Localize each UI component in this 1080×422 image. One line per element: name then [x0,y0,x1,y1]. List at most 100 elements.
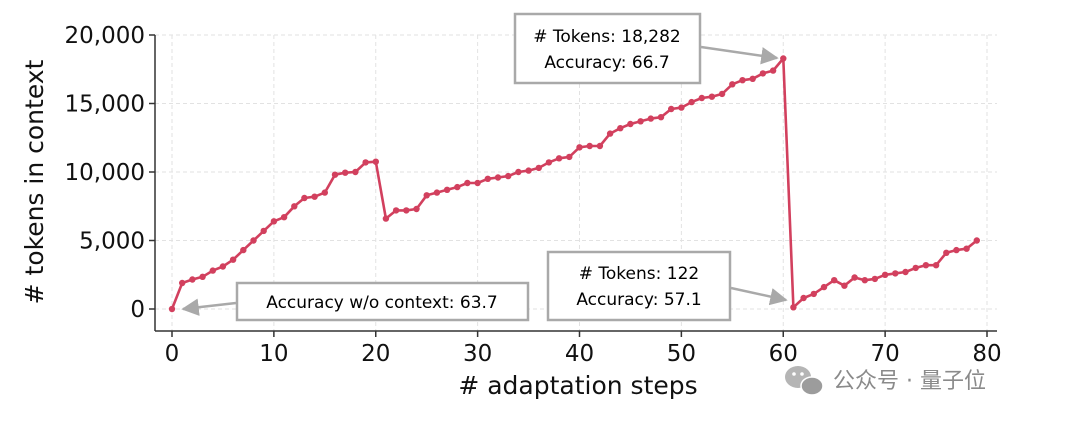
data-point [372,158,379,165]
annotation-box [513,12,702,85]
data-point [179,279,186,287]
data-point [382,215,390,222]
data-point [708,93,716,100]
y-tick-label: 20,000 [65,23,145,49]
data-point [943,249,950,256]
data-point [555,155,563,162]
data-point [647,115,654,122]
data-point [291,203,298,210]
axes [154,35,997,332]
data-point [311,193,318,200]
data-point [596,142,604,150]
data-point [871,275,879,283]
x-tick-label: 50 [667,341,696,367]
data-point [718,90,726,98]
annotation-box [546,250,732,322]
data-point [189,276,196,283]
data-point [209,267,216,274]
y-tick-label: 0 [130,297,145,323]
wechat-icon [785,366,824,396]
data-point [505,172,512,180]
data-point [678,104,685,111]
x-tick-label: 10 [259,341,288,367]
data-point [250,237,257,244]
data-point [454,183,461,191]
annotation-arrow [730,286,788,306]
data-point [535,164,542,172]
data-point [668,105,675,113]
y-tick-label: 5,000 [79,229,145,255]
data-point [759,70,767,77]
data-point [820,283,828,291]
data-point [331,171,339,178]
data-point [199,273,206,280]
data-point [841,282,848,289]
annotation-accuracy-text: Accuracy: 57.1 [576,290,701,310]
annotation-tokens-text: # Tokens: 18,282 [533,27,681,47]
x-tick-label: 70 [870,341,899,367]
data-point [627,120,634,128]
data-point [953,246,960,254]
data-point [963,245,970,252]
data-point [688,98,695,106]
data-point [576,144,583,151]
data-point [515,168,522,176]
data-point [413,205,420,213]
data-point [545,159,553,166]
y-axis-title: # tokens in context [20,59,49,304]
ticks: 0 10 20 30 40 50 60 70 80 0 5,000 10,000 15,000 20,00… [65,23,1002,367]
data-point [973,237,980,244]
data-point [443,186,451,193]
data-point [474,179,481,187]
data-point [433,189,441,196]
annotation-arrow [181,298,237,316]
data-point [800,294,807,302]
data-point [219,263,227,270]
y-tick-label: 15,000 [65,92,145,118]
data-point [403,207,410,214]
data-point [240,246,247,254]
data-point [392,207,400,214]
data-point [321,189,328,196]
data-point [494,174,502,181]
data-point [780,55,787,62]
data-point [912,264,919,272]
data-point [892,270,899,277]
data-point [861,277,868,284]
annotation-no-context: Accuracy w/o context: 63.7 [181,281,530,322]
data-point [280,214,288,221]
data-point [851,274,858,281]
data-point [932,262,940,269]
data-point [749,75,756,83]
data-point [922,262,930,269]
x-axis-title: # adaptation steps [458,371,697,400]
annotation-box [235,281,530,322]
data-point [464,179,471,187]
x-tick-label: 40 [565,341,594,367]
watermark: 公众号 · 量子位 [785,366,986,396]
data-point [831,277,838,284]
data-point [729,81,736,88]
data-point [168,305,176,313]
data-point [260,227,267,235]
data-point [637,118,644,125]
data-point [881,271,889,278]
data-point [362,159,369,166]
annotation-arrow [700,45,779,65]
data-point [902,268,909,276]
x-tick-label: 20 [361,341,390,367]
data-point [790,304,797,311]
x-tick-label: 0 [165,341,180,367]
data-point [423,192,430,199]
annotation-accuracy-text: Accuracy: 66.7 [544,53,669,73]
annotation-text: Accuracy w/o context: 63.7 [266,293,498,313]
data-point [586,142,593,150]
annotation-peak: # Tokens: 18,282 Accuracy: 66.7 [513,12,779,85]
data-point [525,167,532,174]
series [168,55,980,313]
data-point [301,194,308,202]
y-tick-label: 10,000 [65,160,145,186]
annotation-reset: # Tokens: 122 Accuracy: 57.1 [546,250,788,322]
x-tick-label: 60 [769,341,798,367]
